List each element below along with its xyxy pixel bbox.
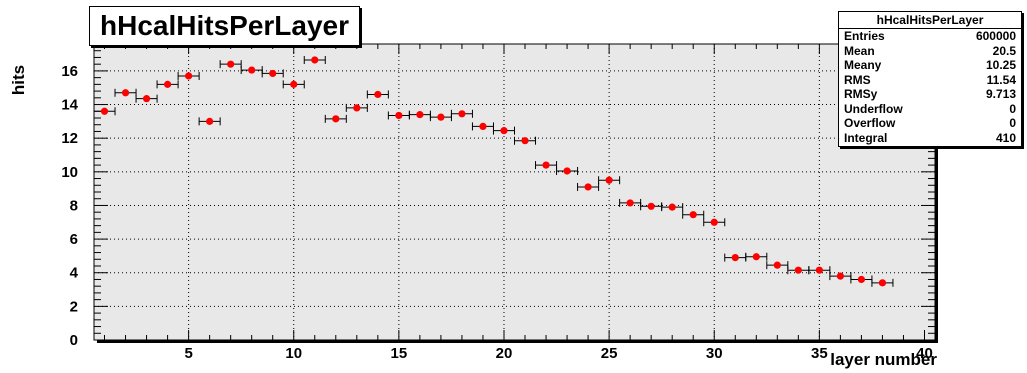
- data-point: [290, 80, 298, 88]
- data-point: [542, 161, 550, 169]
- stats-label: RMSy: [844, 87, 878, 101]
- y-tick-label: 10: [61, 164, 78, 181]
- data-point: [521, 137, 529, 145]
- data-point: [332, 115, 340, 123]
- stats-box: hHcalHitsPerLayer Entries 600000 Mean 20.5 M…: [838, 11, 1022, 147]
- x-tick-label: 20: [496, 345, 513, 362]
- data-point: [605, 176, 613, 184]
- data-point: [458, 110, 466, 118]
- data-point: [857, 275, 866, 284]
- data-point: [311, 56, 319, 64]
- data-point: [227, 60, 235, 68]
- data-point: [142, 95, 151, 103]
- stats-row: Overflow 0: [839, 116, 1021, 131]
- data-point: [121, 89, 130, 97]
- stats-label: Entries: [844, 29, 885, 43]
- stats-row: Entries 600000: [839, 29, 1021, 44]
- data-point: [836, 272, 844, 280]
- data-point: [269, 69, 277, 78]
- stats-label: Mean: [844, 43, 875, 58]
- data-point: [395, 111, 403, 120]
- data-point: [815, 266, 823, 274]
- data-point: [500, 127, 508, 135]
- data-point: [626, 199, 634, 207]
- stats-value: 0: [1009, 101, 1016, 116]
- y-tick-label: 16: [61, 63, 78, 80]
- stats-label: Underflow: [844, 101, 903, 116]
- stats-label: RMS: [844, 72, 871, 87]
- stats-value: 600000: [975, 29, 1016, 43]
- data-point: [248, 66, 256, 74]
- stats-row: Mean 20.5: [839, 44, 1021, 59]
- x-tick-label: 15: [391, 345, 408, 362]
- chart-title: hHcalHitsPerLayer: [89, 6, 361, 46]
- data-point: [163, 80, 172, 88]
- stats-label: Overflow: [844, 116, 896, 130]
- stats-value: 11.54: [986, 72, 1016, 87]
- data-point: [710, 218, 718, 226]
- stats-row: Integral 410: [839, 131, 1021, 146]
- data-point: [563, 167, 571, 175]
- data-point: [584, 183, 592, 191]
- data-point: [773, 261, 781, 269]
- data-point: [437, 113, 445, 121]
- stats-value: 0: [1009, 116, 1016, 130]
- x-tick-label: 35: [811, 345, 828, 362]
- y-tick-label: 2: [70, 298, 78, 315]
- plot-area: [93, 43, 936, 341]
- stats-row: RMS 11.54: [839, 73, 1021, 88]
- y-axis-label: hits: [9, 64, 29, 96]
- data-point: [100, 107, 109, 115]
- data-point: [731, 253, 739, 262]
- stats-row: RMSy 9.713: [839, 87, 1021, 102]
- stats-label: Meany: [844, 58, 882, 72]
- y-tick-label: 6: [70, 231, 78, 248]
- x-tick-label: 30: [706, 345, 723, 362]
- stats-label: Integral: [844, 130, 888, 145]
- data-point: [794, 266, 802, 274]
- stats-row: Meany 10.25: [839, 58, 1021, 73]
- y-tick-label: 4: [70, 265, 79, 282]
- stats-value: 9.713: [985, 87, 1016, 101]
- stats-value: 10.25: [985, 58, 1016, 72]
- x-tick-label: 25: [601, 345, 618, 362]
- x-tick-label: 40: [916, 345, 933, 362]
- y-tick-label: 0: [70, 332, 78, 349]
- data-point: [647, 202, 655, 210]
- y-tick-label: 12: [61, 130, 78, 147]
- data-point: [185, 72, 193, 80]
- data-point: [689, 211, 697, 219]
- data-point: [878, 279, 887, 287]
- data-point: [668, 203, 676, 211]
- stats-title: hHcalHitsPerLayer: [839, 12, 1021, 29]
- data-point: [479, 122, 487, 131]
- x-tick-label: 5: [184, 345, 192, 362]
- x-axis-label: layer number: [830, 350, 937, 369]
- stats-value: 410: [995, 130, 1016, 145]
- y-tick-label: 8: [70, 197, 78, 214]
- data-point: [206, 117, 214, 125]
- y-tick-label: 14: [61, 97, 78, 114]
- data-point: [353, 104, 361, 112]
- data-point: [752, 253, 760, 261]
- data-point: [374, 90, 382, 99]
- stats-row: Underflow 0: [839, 102, 1021, 117]
- x-tick-label: 10: [285, 345, 302, 362]
- data-point: [416, 111, 424, 119]
- stats-value: 20.5: [992, 43, 1016, 58]
